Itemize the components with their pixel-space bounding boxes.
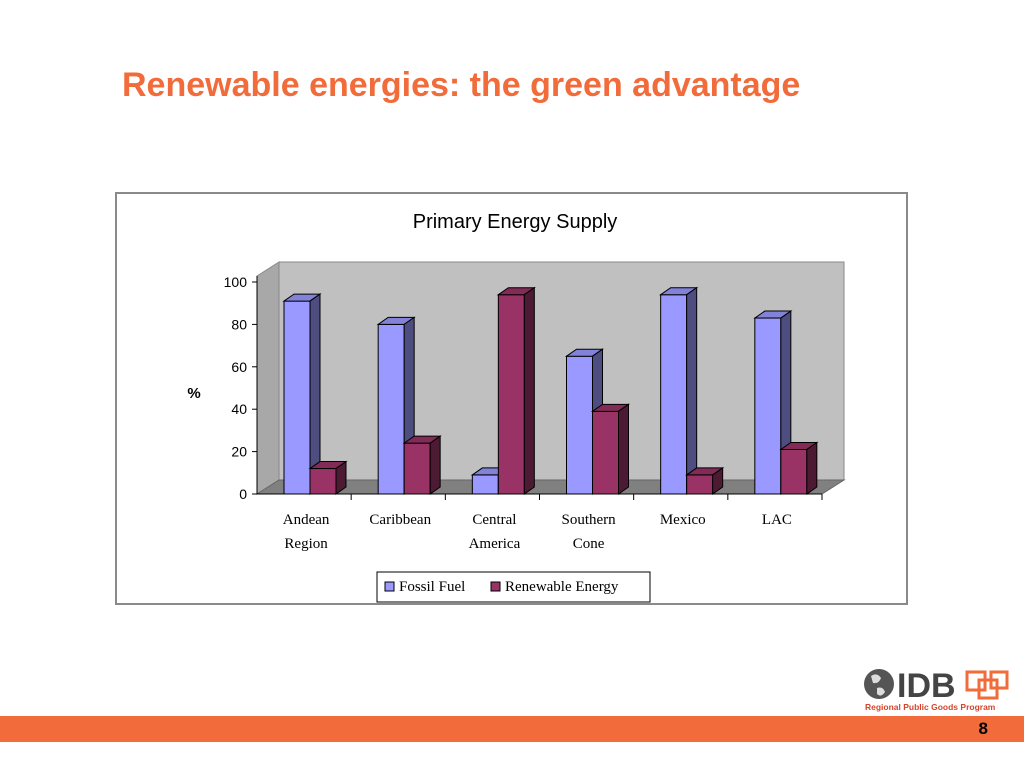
category-label: Cone: [573, 536, 605, 552]
bar-fossil: [754, 317, 782, 495]
legend-swatch: [384, 581, 395, 592]
plot-side-wall: [256, 261, 280, 495]
category-label: Andean: [283, 512, 330, 528]
legend-box: [376, 571, 651, 603]
legend-label: Renewable Energy: [505, 579, 619, 595]
chart-svg: Primary Energy Supply 0 20 40 60 80 100% Andean…: [187, 211, 846, 603]
category-label: Southern: [561, 512, 616, 528]
y-tick-label: 40: [231, 401, 247, 417]
page-number: 8: [978, 719, 988, 738]
bar-renewable: [686, 474, 714, 495]
legend-swatch: [490, 581, 501, 592]
bar-fossil: [283, 300, 311, 495]
globe-icon: IDB: [864, 667, 1009, 705]
bar-renewable: [780, 448, 808, 495]
bar-side: [712, 466, 724, 495]
y-axis-label: %: [187, 385, 200, 402]
bar-side: [618, 403, 629, 495]
bar-side: [523, 286, 535, 495]
bar-fossil: [566, 355, 593, 495]
category-label: Caribbean: [369, 512, 431, 528]
y-tick-label: 100: [224, 274, 248, 290]
bar-renewable: [403, 442, 431, 495]
category-label: Mexico: [660, 512, 706, 528]
category-label: LAC: [762, 512, 792, 528]
y-tick-label: 60: [231, 359, 247, 375]
legend-label: Fossil Fuel: [399, 579, 465, 595]
logo-subtitle: Regional Public Goods Program: [865, 702, 996, 712]
bar-fossil: [377, 323, 405, 495]
bar-renewable: [592, 410, 619, 495]
slide-title: Renewable energies: the green advantage: [122, 66, 801, 104]
bar-renewable: [309, 468, 337, 495]
bar-fossil: [660, 294, 688, 495]
y-tick-label: 80: [231, 316, 247, 332]
svg-text:IDB: IDB: [897, 667, 956, 705]
category-label: Central: [472, 512, 516, 528]
bar-side: [429, 435, 441, 495]
footer-bar: [0, 716, 1024, 742]
bar-side: [686, 286, 698, 495]
y-tick-label: 20: [231, 444, 247, 460]
chart-frame: Primary Energy Supply 0 20 40 60 80 100% Andean…: [115, 192, 908, 605]
chart-title: Primary Energy Supply: [413, 211, 618, 233]
bar-renewable: [497, 294, 525, 495]
bar-fossil: [471, 474, 499, 495]
category-label: Region: [284, 536, 328, 552]
bar-side: [806, 441, 818, 495]
y-tick-label: 0: [239, 486, 247, 502]
idb-logo: IDB: [863, 666, 1015, 714]
bar-side: [335, 460, 347, 495]
category-label: America: [469, 536, 521, 552]
